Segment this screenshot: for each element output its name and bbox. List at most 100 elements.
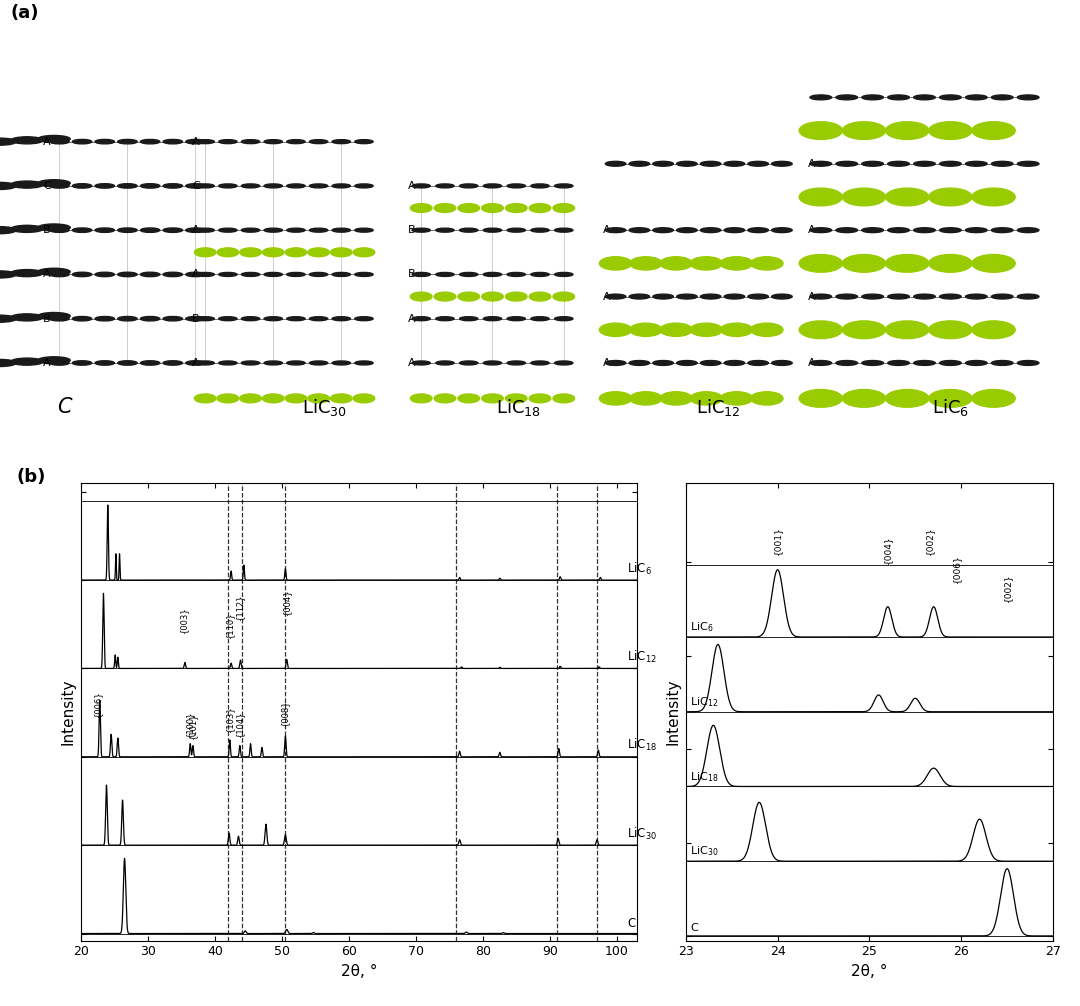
Ellipse shape — [460, 361, 478, 365]
Ellipse shape — [529, 203, 551, 212]
Text: B: B — [43, 225, 51, 235]
Ellipse shape — [605, 294, 626, 299]
Ellipse shape — [460, 273, 478, 277]
Ellipse shape — [482, 292, 503, 301]
Ellipse shape — [413, 228, 431, 232]
Ellipse shape — [886, 255, 929, 273]
Ellipse shape — [505, 394, 527, 402]
Text: LiC$_{30}$: LiC$_{30}$ — [301, 396, 347, 417]
Ellipse shape — [95, 361, 114, 365]
Ellipse shape — [553, 292, 575, 301]
Ellipse shape — [240, 394, 261, 402]
Ellipse shape — [436, 273, 455, 277]
Text: C: C — [43, 181, 51, 191]
Text: {002}: {002} — [924, 526, 933, 554]
Ellipse shape — [677, 227, 698, 232]
Ellipse shape — [914, 227, 935, 232]
Ellipse shape — [434, 394, 456, 402]
Ellipse shape — [799, 188, 842, 206]
Ellipse shape — [218, 273, 238, 277]
Text: A: A — [192, 358, 200, 368]
Ellipse shape — [700, 161, 721, 166]
Ellipse shape — [652, 360, 674, 365]
Ellipse shape — [72, 361, 92, 365]
Ellipse shape — [836, 294, 858, 299]
Ellipse shape — [11, 358, 43, 365]
Ellipse shape — [886, 389, 929, 407]
Ellipse shape — [888, 95, 909, 100]
Text: A: A — [43, 270, 51, 280]
Ellipse shape — [529, 394, 551, 402]
Ellipse shape — [914, 360, 935, 365]
Ellipse shape — [966, 161, 987, 166]
Ellipse shape — [242, 361, 260, 365]
Ellipse shape — [690, 323, 723, 336]
Ellipse shape — [413, 317, 431, 321]
Text: A: A — [808, 225, 815, 235]
Ellipse shape — [748, 227, 769, 232]
Ellipse shape — [95, 317, 114, 321]
Ellipse shape — [197, 140, 215, 144]
Ellipse shape — [484, 228, 502, 232]
Ellipse shape — [308, 394, 329, 402]
Text: LiC$_{12}$: LiC$_{12}$ — [696, 396, 741, 417]
Text: A: A — [408, 358, 416, 368]
Ellipse shape — [287, 140, 306, 144]
Ellipse shape — [458, 203, 480, 212]
Ellipse shape — [308, 247, 329, 257]
Ellipse shape — [605, 161, 626, 166]
Ellipse shape — [333, 228, 351, 232]
Ellipse shape — [966, 360, 987, 365]
Ellipse shape — [677, 294, 698, 299]
Ellipse shape — [966, 294, 987, 299]
Text: LiC$_{12}$: LiC$_{12}$ — [627, 649, 657, 665]
Text: LiC$_{12}$: LiC$_{12}$ — [690, 695, 718, 709]
Ellipse shape — [50, 361, 69, 365]
Ellipse shape — [482, 203, 503, 212]
Ellipse shape — [531, 317, 549, 321]
Ellipse shape — [1017, 294, 1039, 299]
Text: {008}: {008} — [280, 699, 289, 726]
Ellipse shape — [413, 273, 431, 277]
Text: A: A — [603, 225, 610, 235]
Ellipse shape — [929, 389, 972, 407]
Ellipse shape — [333, 317, 351, 321]
Ellipse shape — [217, 247, 239, 257]
Ellipse shape — [410, 292, 432, 301]
Ellipse shape — [436, 228, 455, 232]
Text: C: C — [690, 924, 698, 934]
Ellipse shape — [140, 361, 160, 365]
Ellipse shape — [914, 294, 935, 299]
Ellipse shape — [0, 182, 16, 189]
Ellipse shape — [218, 140, 238, 144]
Ellipse shape — [720, 391, 753, 405]
Ellipse shape — [531, 273, 549, 277]
Ellipse shape — [505, 203, 527, 212]
Ellipse shape — [810, 95, 832, 100]
Ellipse shape — [197, 228, 215, 232]
Ellipse shape — [508, 184, 526, 188]
Ellipse shape — [118, 140, 137, 144]
Ellipse shape — [720, 323, 753, 336]
Ellipse shape — [630, 391, 662, 405]
Ellipse shape — [482, 394, 503, 402]
Text: LiC$_{30}$: LiC$_{30}$ — [690, 845, 719, 858]
Text: LiC$_{18}$: LiC$_{18}$ — [627, 737, 657, 753]
Ellipse shape — [555, 184, 573, 188]
Ellipse shape — [72, 228, 92, 232]
Text: A: A — [808, 292, 815, 302]
Ellipse shape — [197, 273, 215, 277]
Ellipse shape — [991, 360, 1013, 365]
Text: {112}: {112} — [234, 594, 244, 620]
Ellipse shape — [508, 361, 526, 365]
Ellipse shape — [836, 95, 858, 100]
Ellipse shape — [529, 292, 551, 301]
Ellipse shape — [991, 294, 1013, 299]
Text: {101}: {101} — [188, 712, 197, 739]
Ellipse shape — [11, 137, 43, 144]
Ellipse shape — [862, 227, 883, 232]
Text: A: A — [808, 358, 815, 368]
Ellipse shape — [966, 227, 987, 232]
Text: C: C — [192, 181, 200, 191]
Ellipse shape — [1017, 227, 1039, 232]
